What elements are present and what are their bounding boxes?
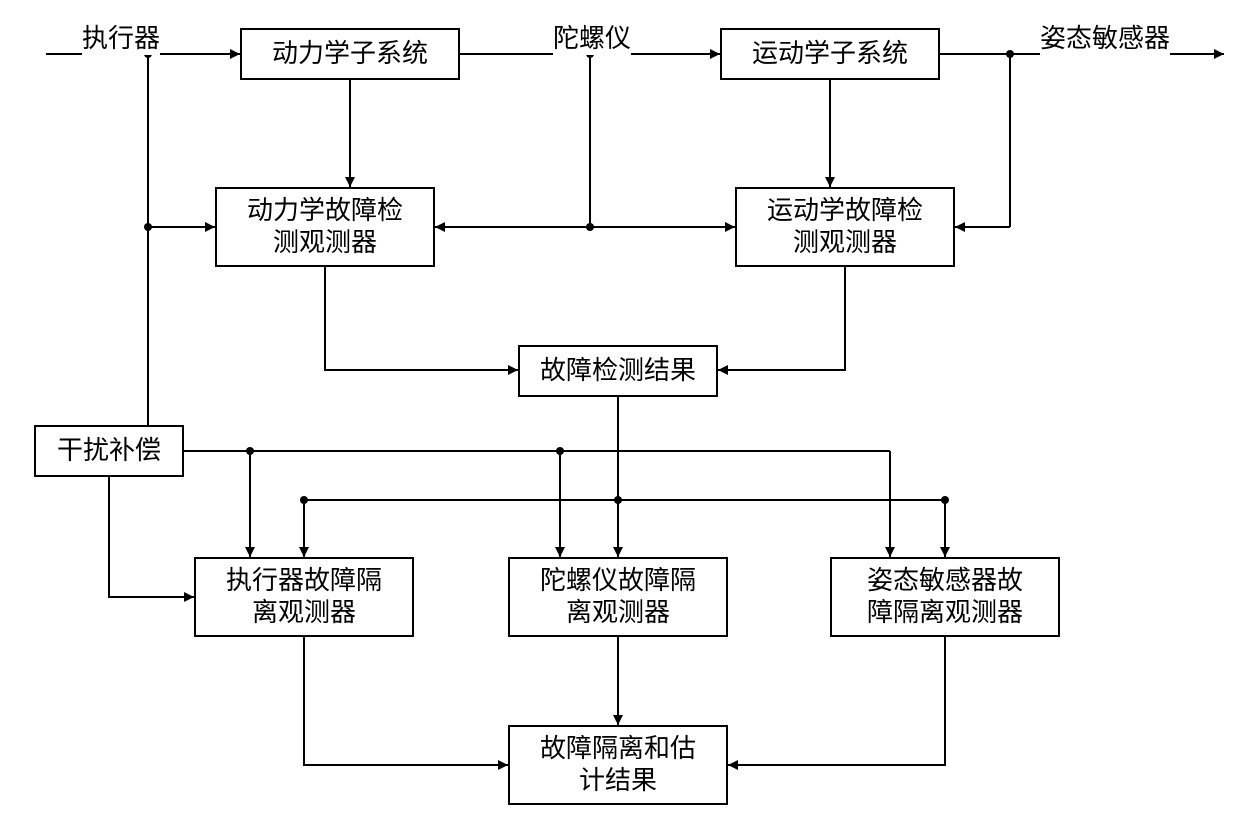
- edges-layer: [0, 0, 1240, 837]
- node-disturb: 干扰补偿: [34, 425, 184, 477]
- node-act-iso: 执行器故障隔离观测器: [194, 557, 414, 637]
- node-detect-res: 故障检测结果: [518, 345, 718, 397]
- label-gyro: 陀螺仪: [553, 18, 631, 55]
- node-dyn-sub: 动力学子系统: [240, 28, 460, 80]
- node-dyn-obs: 动力学故障检测观测器: [215, 187, 435, 267]
- node-iso-res: 故障隔离和估计结果: [508, 725, 728, 805]
- node-gyro-iso: 陀螺仪故障隔离观测器: [508, 557, 728, 637]
- label-actuator: 执行器: [82, 18, 160, 55]
- diagram-canvas: 执行器 陀螺仪 姿态敏感器 动力学子系统 运动学子系统 动力学故障检测观测器 运…: [0, 0, 1240, 837]
- label-attitude-sensor: 姿态敏感器: [1040, 18, 1170, 55]
- node-kin-sub: 运动学子系统: [720, 28, 940, 80]
- node-att-iso: 姿态敏感器故障隔离观测器: [830, 557, 1060, 637]
- node-kin-obs: 运动学故障检测观测器: [735, 187, 955, 267]
